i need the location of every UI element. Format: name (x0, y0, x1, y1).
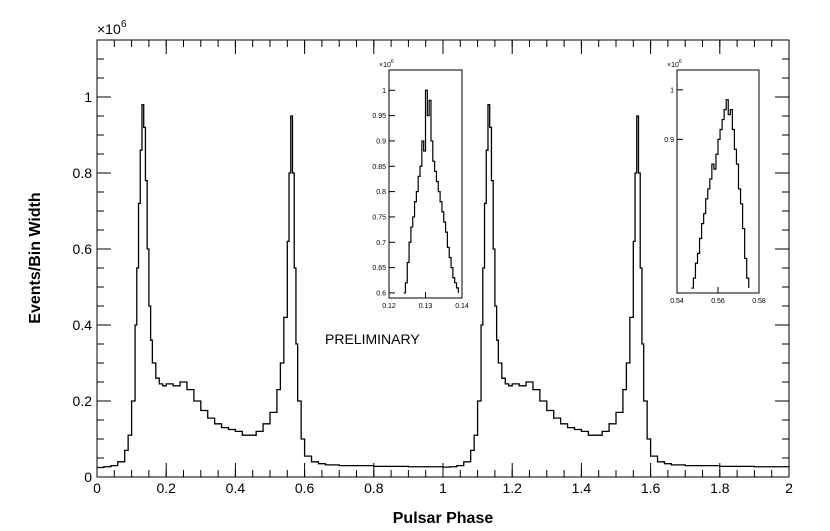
y-tick-label: 0.6 (73, 241, 93, 257)
inset-y-tick-label: 0.9 (376, 138, 386, 145)
x-tick-label: 1 (439, 480, 447, 496)
x-tick-label: 0.8 (364, 480, 384, 496)
x-tick-label: 0.4 (226, 480, 246, 496)
x-axis-title: Pulsar Phase (393, 510, 494, 527)
histogram-series (97, 103, 790, 469)
x-tick-label: 1.8 (710, 480, 730, 496)
inset-multiplier-label: ×10 (667, 62, 679, 69)
y-tick-label: 0.8 (73, 165, 93, 181)
inset-x-tick-label: 0.58 (752, 298, 766, 305)
inset-x-tick-label: 0.13 (419, 303, 433, 310)
inset-x-tick-label: 0.56 (711, 298, 725, 305)
inset-y-tick-label: 0.7 (376, 240, 386, 247)
inset-y-tick-label: 1 (382, 88, 386, 95)
y-tick-label: 0.4 (73, 317, 93, 333)
y-multiplier-exponent: 6 (121, 19, 127, 30)
x-tick-label: 1.2 (502, 480, 522, 496)
inset-x-tick-label: 0.12 (382, 303, 396, 310)
x-tick-label: 1.4 (572, 480, 592, 496)
y-axis-title: Events/Bin Width (27, 192, 44, 323)
preliminary-annotation: PRELIMINARY (325, 331, 420, 347)
y-tick-label: 1 (84, 89, 92, 105)
inset-y-tick-label: 0.75 (372, 214, 386, 221)
x-tick-label: 0.6 (295, 480, 315, 496)
y-tick-label: 0 (84, 469, 92, 485)
inset-x-tick-label: 0.54 (670, 298, 684, 305)
inset-y-tick-label: 1 (670, 87, 674, 94)
inset-y-tick-label: 0.95 (372, 113, 386, 120)
x-tick-label: 1.6 (641, 480, 661, 496)
y-tick-label: 0.2 (73, 393, 93, 409)
main-plot: 0 0.2 0.4 0.6 0.8 1 1.2 1.4 1.6 1.8 2 0 0.2 0.4 0.6 0.8… (27, 19, 793, 527)
inset-y-tick-label: 0.9 (664, 137, 674, 144)
x-tick-label: 0.2 (156, 480, 176, 496)
inset-series (403, 89, 459, 294)
inset-multiplier-exponent: 6 (679, 59, 682, 65)
x-tick-label: 0 (93, 480, 101, 496)
plot-frame (96, 39, 790, 478)
inset-multiplier-label: ×10 (379, 62, 391, 69)
inset-plot-peak-2: 0.54 0.56 0.58 0.9 1 ×10 6 (664, 59, 766, 305)
y-multiplier-label: ×10 (97, 21, 121, 37)
inset-y-tick-label: 0.85 (372, 164, 386, 171)
inset-y-tick-label: 0.6 (376, 290, 386, 297)
inset-y-tick-label: 0.8 (376, 189, 386, 196)
inset-multiplier-exponent: 6 (391, 59, 394, 65)
inset-series (691, 99, 750, 289)
inset-y-tick-label: 0.65 (372, 265, 386, 272)
inset-x-tick-label: 0.14 (455, 303, 469, 310)
x-tick-label: 2 (785, 480, 793, 496)
inset-plot-peak-1: 0.12 0.13 0.14 0.6 0.65 0.7 0.75 0.8 0.85 0.9 0.95… (372, 59, 469, 310)
